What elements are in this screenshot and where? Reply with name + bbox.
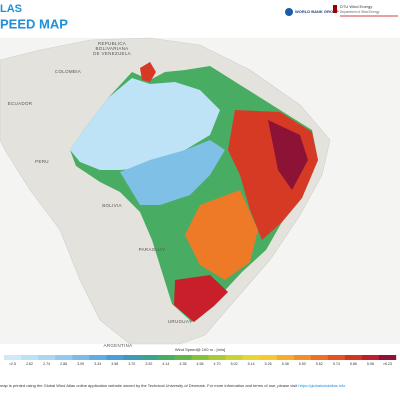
legend: <2.5 2.62 2.74 2.86 3.09 3.34 3.58 3.70 3.92 4.14… — [4, 355, 397, 366]
legend-label: 5.86 — [350, 362, 357, 366]
legend-label: >6.23 — [383, 362, 392, 366]
legend-label: 3.58 — [111, 362, 118, 366]
legend-label: 2.86 — [60, 362, 67, 366]
legend-swatch — [123, 355, 141, 360]
legend-swatch — [327, 355, 346, 360]
legend-swatch — [310, 355, 329, 360]
legend-label: 5.50 — [299, 362, 306, 366]
legend-label: 5.02 — [231, 362, 238, 366]
footer-body: map is printed using the Global Wind Atl… — [0, 383, 298, 388]
legend-swatch — [259, 355, 277, 360]
legend-swatch — [38, 355, 56, 360]
legend-swatch — [378, 355, 397, 360]
legend-swatch — [225, 355, 243, 360]
southeast-mid — [185, 190, 258, 280]
title-line1: LAS — [0, 3, 22, 15]
legend-label: 5.26 — [265, 362, 272, 366]
south-high — [174, 275, 228, 322]
legend-label: 3.70 — [128, 362, 135, 366]
northeast-peak — [268, 120, 308, 190]
legend-label: 4.38 — [179, 362, 186, 366]
legend-label: 5.98 — [367, 362, 374, 366]
legend-swatch — [140, 355, 158, 360]
dtu-sub: Department of Wind Energy — [340, 10, 380, 14]
country-label: REPUBLICA — [98, 41, 126, 46]
legend-swatch — [4, 355, 22, 360]
legend-label: 5.14 — [248, 362, 255, 366]
legend-swatch — [191, 355, 209, 360]
legend-swatch — [174, 355, 192, 360]
country-label: PARAGUAY — [139, 247, 166, 252]
amazon-low — [70, 78, 220, 170]
legend-swatch — [157, 355, 175, 360]
world-bank-logo: WORLD BANK GROUP — [295, 9, 339, 14]
legend-label: 4.70 — [214, 362, 221, 366]
country-label: ECUADOR — [8, 101, 33, 106]
brazil — [70, 62, 318, 322]
world-bank-icon — [285, 8, 293, 16]
legend-swatch — [208, 355, 226, 360]
mid-blue — [120, 140, 225, 205]
legend-swatch — [361, 355, 380, 360]
country-label: URUGUAY — [168, 319, 192, 324]
legend-swatch — [72, 355, 90, 360]
legend-swatch — [89, 355, 107, 360]
footer-text: map is printed using the Global Wind Atl… — [0, 383, 346, 388]
legend-title: Wind Speed@ 100 m - [m/s] — [175, 347, 225, 352]
legend-label: 3.09 — [77, 362, 84, 366]
country-label: BOLIVARIANA — [96, 46, 129, 51]
legend-label: 2.74 — [43, 362, 50, 366]
legend-label: 5.74 — [333, 362, 340, 366]
legend-swatch — [106, 355, 124, 360]
dtu-logo: DTU Wind Energy — [340, 4, 372, 9]
legend-label: 2.62 — [26, 362, 33, 366]
legend-label: 3.34 — [94, 362, 101, 366]
legend-label: 5.38 — [282, 362, 289, 366]
legend-label: <2.5 — [9, 362, 16, 366]
title-line2: PEED MAP — [0, 16, 68, 31]
legend-swatch — [276, 355, 294, 360]
legend-swatch — [242, 355, 260, 360]
legend-swatch — [293, 355, 311, 360]
legend-label: 4.14 — [162, 362, 169, 366]
country-label: DE VENEZUELA — [93, 51, 131, 56]
dtu-icon — [333, 5, 337, 13]
footer-link[interactable]: https://globalwindatlas.info — [298, 383, 346, 388]
country-label: COLOMBIA — [55, 69, 81, 74]
legend-label: 3.92 — [145, 362, 152, 366]
legend-label: 5.62 — [316, 362, 323, 366]
legend-swatch — [344, 355, 363, 360]
venezuela-spot — [140, 62, 156, 82]
legend-swatch — [21, 355, 39, 360]
country-label: BOLIVIA — [102, 203, 122, 208]
legend-swatch — [55, 355, 73, 360]
country-label: PERU — [35, 159, 49, 164]
legend-label: 4.58 — [197, 362, 204, 366]
country-label: ARGENTINA — [104, 343, 133, 348]
